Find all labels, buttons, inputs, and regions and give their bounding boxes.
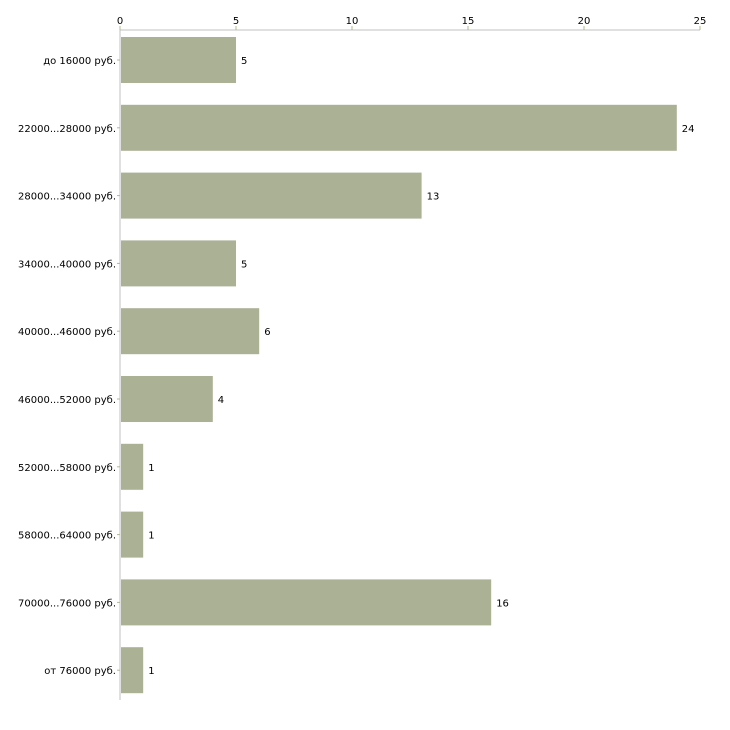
- bar: [121, 647, 144, 694]
- data-label: 1: [148, 666, 154, 677]
- bar: [121, 172, 422, 219]
- category-label: 34000...40000 руб.: [18, 259, 116, 270]
- x-tick-label: 20: [578, 16, 591, 27]
- x-tick-label: 15: [462, 16, 475, 27]
- category-label: 22000...28000 руб.: [18, 124, 116, 135]
- bar: [121, 104, 677, 151]
- data-label: 16: [496, 598, 509, 609]
- data-label: 6: [264, 327, 270, 338]
- bar: [121, 240, 236, 287]
- bar: [121, 511, 144, 558]
- category-label: 28000...34000 руб.: [18, 192, 116, 203]
- category-label: 70000...76000 руб.: [18, 598, 116, 609]
- data-label: 1: [148, 463, 154, 474]
- bar: [121, 376, 213, 422]
- data-label: 5: [241, 56, 247, 67]
- data-label: 13: [427, 192, 440, 203]
- category-label: от 76000 руб.: [44, 666, 116, 677]
- data-label: 5: [241, 259, 247, 270]
- bar: [121, 443, 144, 490]
- data-label: 1: [148, 531, 154, 542]
- data-label: 24: [682, 124, 695, 135]
- category-label: 46000...52000 руб.: [18, 395, 116, 406]
- x-tick-label: 25: [694, 16, 707, 27]
- category-label: 40000...46000 руб.: [18, 327, 116, 338]
- bar: [121, 37, 236, 83]
- bar: [121, 308, 260, 355]
- category-label: 52000...58000 руб.: [18, 463, 116, 474]
- x-tick-label: 10: [346, 16, 359, 27]
- category-label: 58000...64000 руб.: [18, 531, 116, 542]
- x-tick-label: 5: [233, 16, 239, 27]
- x-tick-label: 0: [117, 16, 123, 27]
- category-label: до 16000 руб.: [43, 56, 116, 67]
- bar: [121, 579, 492, 626]
- data-label: 4: [218, 395, 224, 406]
